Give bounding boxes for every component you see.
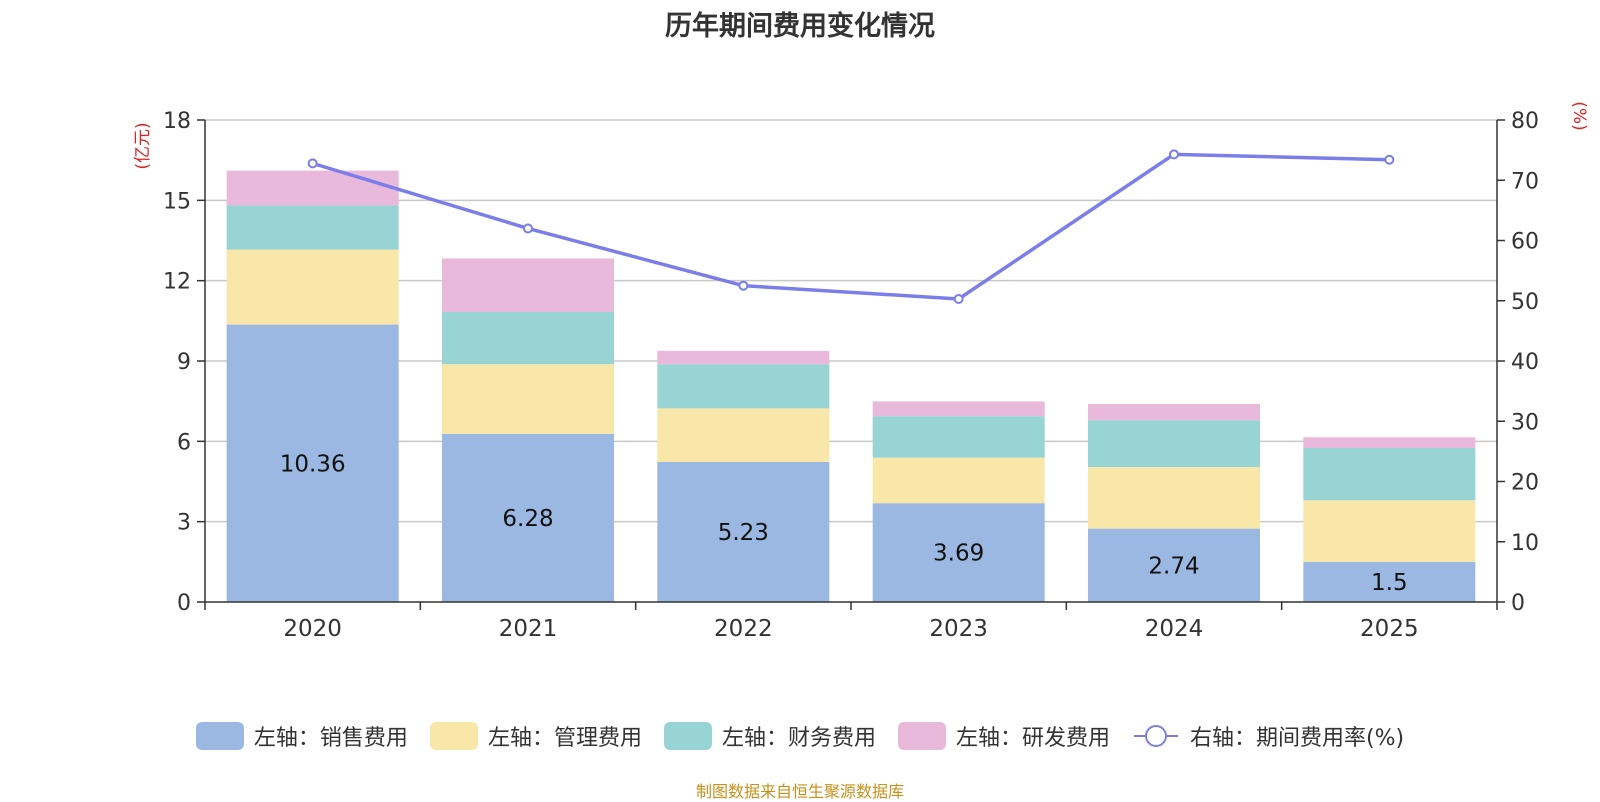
bar-sales-2025[interactable] <box>1303 561 1476 602</box>
bar-admin-2020[interactable] <box>226 249 399 325</box>
bar-sales-2022[interactable] <box>657 461 830 602</box>
left-tick-label-2: 6 <box>177 430 191 455</box>
bar-admin-2022[interactable] <box>657 408 830 462</box>
legend-line-icon <box>1133 725 1178 747</box>
legend: 左轴：销售费用 左轴：管理费用 左轴：财务费用 左轴：研发费用 右轴：期间费用率… <box>0 720 1600 752</box>
left-tick-label-5: 15 <box>163 189 191 214</box>
bar-value-label-2024: 2.74 <box>1148 553 1199 579</box>
expense-ratio-point-2022[interactable] <box>738 280 749 291</box>
legend-swatch-rnd <box>897 722 946 750</box>
left-tick-label-3: 9 <box>177 350 191 375</box>
bar-rnd-2025[interactable] <box>1303 437 1476 449</box>
bar-rnd-2022[interactable] <box>657 350 830 365</box>
legend-label-finance: 左轴：财务费用 <box>721 726 876 751</box>
right-tick-label-1: 10 <box>1511 531 1539 556</box>
bar-sales-2020[interactable] <box>226 324 399 602</box>
bar-finance-2020[interactable] <box>226 205 399 250</box>
right-tick-label-8: 80 <box>1511 109 1539 134</box>
bar-rnd-2024[interactable] <box>1088 404 1260 421</box>
legend-swatch-sales <box>195 722 244 750</box>
legend-item-sales[interactable]: 左轴：销售费用 <box>195 720 408 752</box>
bar-finance-2024[interactable] <box>1088 420 1260 468</box>
x-tick-label-2022: 2022 <box>714 616 773 642</box>
bar-sales-2021[interactable] <box>442 433 614 602</box>
legend-item-rnd[interactable]: 左轴：研发费用 <box>897 720 1110 752</box>
legend-label-expense-ratio: 右轴：期间费用率(%) <box>1189 726 1405 751</box>
right-axis-unit-label: (%) <box>1569 101 1589 130</box>
expense-ratio-line <box>312 152 1390 301</box>
legend-item-expense-ratio[interactable]: 右轴：期间费用率(%) <box>1132 720 1404 752</box>
right-tick-label-5: 50 <box>1511 290 1539 315</box>
bar-sales-2023[interactable] <box>872 503 1045 602</box>
expense-ratio-point-2020[interactable] <box>307 158 318 169</box>
bar-value-label-2023: 3.69 <box>933 541 984 567</box>
bar-rnd-2020[interactable] <box>226 170 399 206</box>
bar-finance-2023[interactable] <box>872 416 1045 458</box>
bar-value-label-2025: 1.5 <box>1371 570 1408 596</box>
legend-label-admin: 左轴：管理费用 <box>487 726 642 751</box>
right-tick-label-4: 40 <box>1511 350 1539 375</box>
bar-rnd-2021[interactable] <box>442 258 614 312</box>
legend-label-sales: 左轴：销售费用 <box>253 726 408 751</box>
bar-admin-2024[interactable] <box>1088 467 1260 529</box>
left-tick-label-6: 18 <box>163 109 191 134</box>
right-tick-label-6: 60 <box>1511 230 1539 255</box>
bar-value-label-2022: 5.23 <box>718 520 769 546</box>
bar-finance-2022[interactable] <box>657 364 830 409</box>
data-source-note: 制图数据来自恒生聚源数据库 <box>695 782 904 801</box>
legend-label-rnd: 左轴：研发费用 <box>955 726 1110 751</box>
left-tick-label-4: 12 <box>163 270 191 295</box>
right-tick-label-7: 70 <box>1511 169 1539 194</box>
chart-title: 历年期间费用变化情况 <box>665 11 935 42</box>
legend-item-admin[interactable]: 左轴：管理费用 <box>429 720 642 752</box>
right-tick-label-0: 0 <box>1511 591 1525 616</box>
right-tick-label-3: 30 <box>1511 410 1539 435</box>
left-tick-label-0: 0 <box>177 591 191 616</box>
x-tick-label-2023: 2023 <box>929 616 988 642</box>
bar-rnd-2023[interactable] <box>872 401 1045 417</box>
x-tick-label-2024: 2024 <box>1145 616 1204 642</box>
expense-ratio-point-2025[interactable] <box>1384 154 1395 165</box>
legend-swatch-admin <box>429 722 478 750</box>
legend-item-finance[interactable]: 左轴：财务费用 <box>663 720 876 752</box>
legend-swatch-finance <box>663 722 712 750</box>
x-tick-label-2021: 2021 <box>499 616 558 642</box>
bar-admin-2021[interactable] <box>442 364 614 434</box>
bar-finance-2025[interactable] <box>1303 448 1476 501</box>
left-tick-label-1: 3 <box>177 511 191 536</box>
x-tick-label-2020: 2020 <box>283 616 342 642</box>
left-axis-unit-label: (亿元) <box>133 122 153 169</box>
bar-value-label-2021: 6.28 <box>502 506 553 532</box>
bar-value-label-2020: 10.36 <box>280 451 346 477</box>
bar-admin-2025[interactable] <box>1303 500 1476 562</box>
expense-ratio-point-2021[interactable] <box>523 223 533 234</box>
bar-admin-2023[interactable] <box>872 457 1045 504</box>
bar-finance-2021[interactable] <box>442 311 614 365</box>
right-tick-label-2: 20 <box>1511 471 1539 496</box>
expense-ratio-point-2023[interactable] <box>953 293 964 304</box>
x-tick-label-2025: 2025 <box>1360 616 1419 642</box>
expense-ratio-point-2024[interactable] <box>1169 149 1179 160</box>
bar-sales-2024[interactable] <box>1088 528 1260 602</box>
